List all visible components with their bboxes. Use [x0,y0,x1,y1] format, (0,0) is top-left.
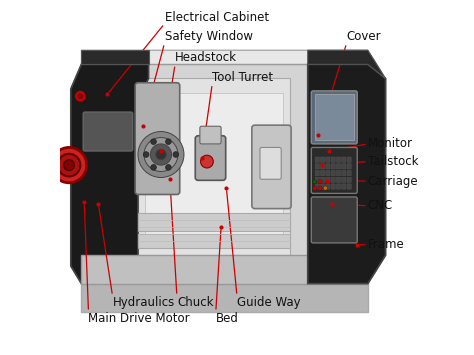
FancyBboxPatch shape [311,91,357,144]
Circle shape [76,92,85,101]
Text: Safety Window: Safety Window [164,30,253,43]
FancyBboxPatch shape [138,213,290,230]
FancyBboxPatch shape [331,184,335,189]
Text: Electrical Cabinet: Electrical Cabinet [164,11,269,24]
Circle shape [151,165,156,170]
FancyBboxPatch shape [83,112,133,151]
Polygon shape [71,64,385,284]
FancyBboxPatch shape [326,164,330,169]
FancyBboxPatch shape [347,170,351,176]
FancyBboxPatch shape [260,147,281,179]
FancyBboxPatch shape [331,177,335,182]
FancyBboxPatch shape [311,147,357,193]
Text: Monitor: Monitor [368,137,413,151]
FancyBboxPatch shape [320,157,325,162]
Circle shape [151,139,156,144]
Polygon shape [308,50,385,78]
FancyBboxPatch shape [331,157,335,162]
Polygon shape [82,255,368,284]
FancyBboxPatch shape [337,184,341,189]
FancyBboxPatch shape [337,177,341,182]
Text: Tailstock: Tailstock [368,155,419,168]
FancyBboxPatch shape [320,170,325,176]
Polygon shape [82,50,148,64]
FancyBboxPatch shape [337,157,341,162]
Circle shape [318,180,322,184]
FancyBboxPatch shape [337,170,341,176]
FancyBboxPatch shape [135,83,180,195]
FancyBboxPatch shape [200,126,221,144]
Text: Headstock: Headstock [175,51,237,64]
Circle shape [51,147,87,183]
Text: Guide Way: Guide Way [237,296,301,309]
FancyBboxPatch shape [347,164,351,169]
FancyBboxPatch shape [331,170,335,176]
FancyBboxPatch shape [252,125,291,209]
FancyBboxPatch shape [347,184,351,189]
FancyBboxPatch shape [326,157,330,162]
FancyBboxPatch shape [342,157,346,162]
Text: CNC: CNC [368,199,393,212]
FancyBboxPatch shape [326,170,330,176]
FancyBboxPatch shape [326,177,330,182]
Circle shape [138,132,184,178]
Polygon shape [308,64,385,284]
Circle shape [64,160,74,170]
FancyBboxPatch shape [347,177,351,182]
Text: Main Drive Motor: Main Drive Motor [89,312,190,325]
FancyBboxPatch shape [342,164,346,169]
FancyBboxPatch shape [342,170,346,176]
FancyBboxPatch shape [315,164,319,169]
Circle shape [150,144,172,165]
FancyBboxPatch shape [145,93,283,241]
FancyBboxPatch shape [315,170,319,176]
Text: Chuck: Chuck [177,296,213,309]
FancyBboxPatch shape [342,177,346,182]
Text: Tool Turret: Tool Turret [212,71,273,84]
Circle shape [313,180,317,184]
FancyBboxPatch shape [315,157,319,162]
FancyBboxPatch shape [138,78,290,255]
Circle shape [144,137,178,171]
Polygon shape [71,64,148,284]
Circle shape [165,139,171,144]
Text: Hydraulics: Hydraulics [112,296,175,309]
FancyBboxPatch shape [138,234,290,248]
Circle shape [201,155,213,168]
FancyBboxPatch shape [320,184,325,189]
Text: Frame: Frame [368,238,405,251]
Circle shape [165,165,171,170]
Circle shape [155,149,166,160]
FancyBboxPatch shape [195,136,226,180]
FancyBboxPatch shape [331,164,335,169]
FancyBboxPatch shape [326,184,330,189]
Circle shape [143,152,149,157]
FancyBboxPatch shape [315,184,319,189]
Circle shape [313,186,317,190]
FancyBboxPatch shape [342,184,346,189]
Polygon shape [82,284,368,312]
Text: Cover: Cover [346,30,381,43]
Circle shape [78,94,83,99]
Circle shape [173,152,179,157]
Text: Carriage: Carriage [368,175,419,187]
FancyBboxPatch shape [315,177,319,182]
FancyBboxPatch shape [315,94,354,140]
Polygon shape [82,50,385,78]
FancyBboxPatch shape [347,157,351,162]
Circle shape [58,154,81,176]
FancyBboxPatch shape [311,197,357,243]
Text: Bed: Bed [216,312,238,325]
FancyBboxPatch shape [320,164,325,169]
Circle shape [323,186,328,190]
FancyBboxPatch shape [337,164,341,169]
FancyBboxPatch shape [320,177,325,182]
Circle shape [318,186,322,190]
